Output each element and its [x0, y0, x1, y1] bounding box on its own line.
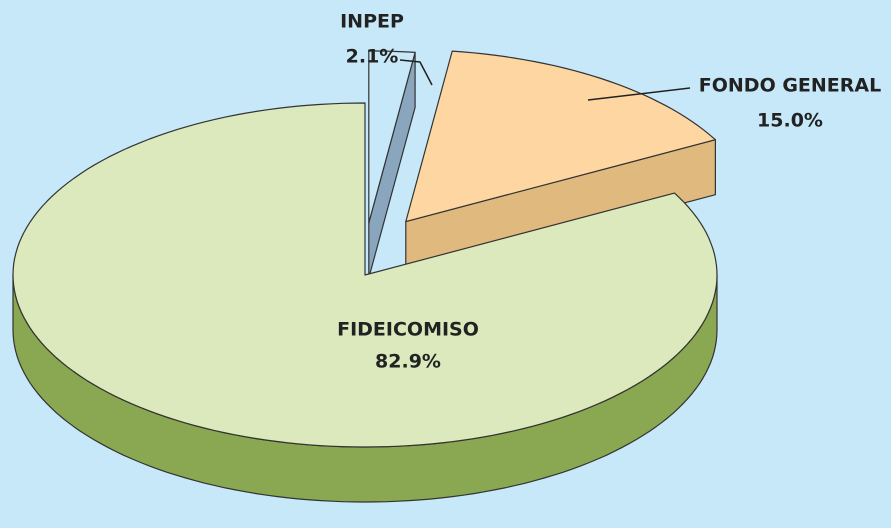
slice — [368, 50, 416, 224]
slice — [12, 102, 718, 448]
slice-value-label: 82.9% — [375, 351, 441, 373]
slice-label: FIDEICOMISO — [337, 319, 479, 341]
slice-label: INPEP — [340, 11, 404, 33]
leader-line — [587, 87, 691, 101]
slice-value-label: 2.1% — [346, 46, 399, 68]
leader-line — [399, 59, 433, 86]
slice-label: FONDO GENERAL — [699, 75, 881, 97]
slice-value-label: 15.0% — [757, 110, 823, 132]
